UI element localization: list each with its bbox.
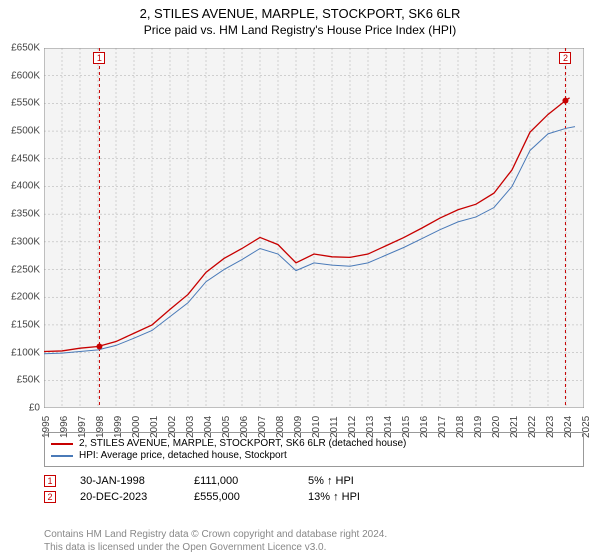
y-tick-label: £600K [0, 70, 40, 81]
legend-label: HPI: Average price, detached house, Stoc… [79, 450, 287, 461]
event-delta: 13% ↑ HPI [308, 491, 398, 503]
footnote: Contains HM Land Registry data © Crown c… [44, 528, 387, 554]
legend-and-events: 2, STILES AVENUE, MARPLE, STOCKPORT, SK6… [44, 432, 584, 507]
y-tick-label: £100K [0, 347, 40, 358]
event-delta: 5% ↑ HPI [308, 475, 398, 487]
legend-item-price-paid: 2, STILES AVENUE, MARPLE, STOCKPORT, SK6… [51, 438, 577, 449]
y-tick-label: £200K [0, 292, 40, 303]
event-date: 20-DEC-2023 [80, 491, 170, 503]
y-tick-label: £150K [0, 319, 40, 330]
y-tick-label: £300K [0, 236, 40, 247]
chart-svg [44, 48, 584, 408]
chart-title: 2, STILES AVENUE, MARPLE, STOCKPORT, SK6… [0, 0, 600, 21]
event-row: 1 30-JAN-1998 £111,000 5% ↑ HPI [44, 475, 584, 487]
footnote-line: Contains HM Land Registry data © Crown c… [44, 528, 387, 541]
chart-marker-box: 2 [559, 52, 571, 64]
event-table: 1 30-JAN-1998 £111,000 5% ↑ HPI 2 20-DEC… [44, 475, 584, 503]
y-tick-label: £50K [0, 375, 40, 386]
event-date: 30-JAN-1998 [80, 475, 170, 487]
chart-subtitle: Price paid vs. HM Land Registry's House … [0, 21, 600, 37]
chart-marker-box: 1 [93, 52, 105, 64]
y-tick-label: £500K [0, 126, 40, 137]
event-price: £111,000 [194, 475, 284, 487]
legend-item-hpi: HPI: Average price, detached house, Stoc… [51, 450, 577, 461]
legend-label: 2, STILES AVENUE, MARPLE, STOCKPORT, SK6… [79, 438, 406, 449]
y-tick-label: £250K [0, 264, 40, 275]
event-price: £555,000 [194, 491, 284, 503]
legend-swatch [51, 455, 73, 457]
y-tick-label: £350K [0, 209, 40, 220]
y-tick-label: £400K [0, 181, 40, 192]
event-row: 2 20-DEC-2023 £555,000 13% ↑ HPI [44, 491, 584, 503]
plot-area [44, 48, 584, 408]
y-tick-label: £550K [0, 98, 40, 109]
footnote-line: This data is licensed under the Open Gov… [44, 541, 387, 554]
y-tick-label: £450K [0, 153, 40, 164]
y-tick-label: £0 [0, 403, 40, 414]
event-marker-icon: 2 [44, 491, 56, 503]
event-marker-icon: 1 [44, 475, 56, 487]
legend-swatch [51, 443, 73, 445]
y-tick-label: £650K [0, 43, 40, 54]
legend: 2, STILES AVENUE, MARPLE, STOCKPORT, SK6… [44, 432, 584, 467]
